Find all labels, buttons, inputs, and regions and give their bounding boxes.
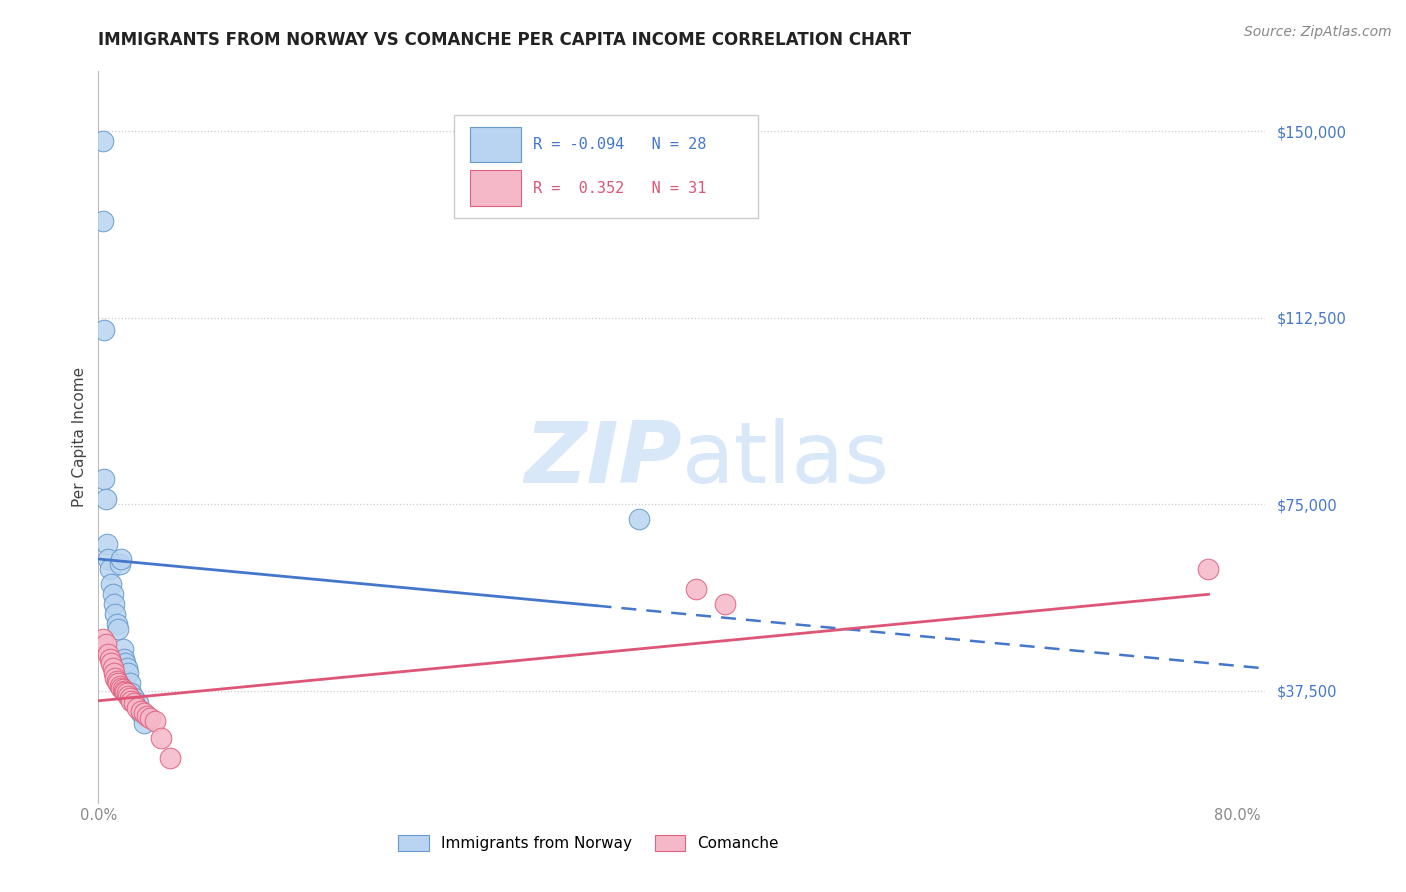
Point <box>132 716 155 731</box>
Point <box>110 552 132 566</box>
Point <box>100 577 122 591</box>
Point <box>98 651 121 665</box>
Point <box>159 751 181 765</box>
Point <box>127 696 149 710</box>
Point <box>122 696 145 710</box>
Point <box>129 706 152 721</box>
Point <box>125 701 148 715</box>
Point <box>111 641 134 656</box>
Text: ZIP: ZIP <box>524 417 682 500</box>
Point <box>115 661 138 675</box>
Text: atlas: atlas <box>682 417 890 500</box>
Point <box>118 691 141 706</box>
Point <box>628 512 651 526</box>
Y-axis label: Per Capita Income: Per Capita Income <box>72 367 87 508</box>
Point <box>105 616 128 631</box>
Point <box>122 691 145 706</box>
Text: IMMIGRANTS FROM NORWAY VS COMANCHE PER CAPITA INCOME CORRELATION CHART: IMMIGRANTS FROM NORWAY VS COMANCHE PER C… <box>98 31 911 49</box>
Point <box>118 676 141 690</box>
Point <box>97 647 120 661</box>
Point <box>112 651 135 665</box>
Text: R =  0.352   N = 31: R = 0.352 N = 31 <box>533 181 706 196</box>
Text: R = -0.094   N = 28: R = -0.094 N = 28 <box>533 137 706 152</box>
Point <box>94 636 117 650</box>
Point <box>104 607 127 621</box>
Point <box>1198 562 1220 576</box>
Point <box>98 562 121 576</box>
Point <box>138 711 160 725</box>
Text: Source: ZipAtlas.com: Source: ZipAtlas.com <box>1244 25 1392 39</box>
FancyBboxPatch shape <box>470 127 520 162</box>
Point <box>91 632 114 646</box>
Point <box>104 672 127 686</box>
Point <box>150 731 173 745</box>
Point <box>111 682 134 697</box>
FancyBboxPatch shape <box>454 115 758 218</box>
Point <box>91 134 114 148</box>
Point <box>117 689 139 703</box>
Point <box>105 673 128 688</box>
Point <box>685 582 707 596</box>
Point <box>135 708 157 723</box>
Point <box>100 657 122 671</box>
Point <box>114 657 136 671</box>
Point <box>112 683 135 698</box>
Point <box>93 472 115 486</box>
Point <box>97 552 120 566</box>
Point <box>94 492 117 507</box>
Point <box>93 323 115 337</box>
Point <box>132 706 155 721</box>
Point <box>103 597 125 611</box>
Point <box>143 714 166 728</box>
Point <box>101 587 124 601</box>
Legend: Immigrants from Norway, Comanche: Immigrants from Norway, Comanche <box>392 830 785 857</box>
Point <box>117 666 139 681</box>
Point <box>107 676 129 690</box>
Point <box>129 704 152 718</box>
Point <box>91 213 114 227</box>
Point <box>107 622 129 636</box>
Point <box>110 681 132 696</box>
Point <box>120 686 142 700</box>
Point <box>114 685 136 699</box>
Point <box>115 686 138 700</box>
Point <box>713 597 735 611</box>
Point <box>108 679 131 693</box>
Point <box>103 666 125 681</box>
Point <box>101 661 124 675</box>
Point <box>108 557 131 571</box>
FancyBboxPatch shape <box>470 170 520 206</box>
Point <box>120 694 142 708</box>
Point <box>96 537 118 551</box>
